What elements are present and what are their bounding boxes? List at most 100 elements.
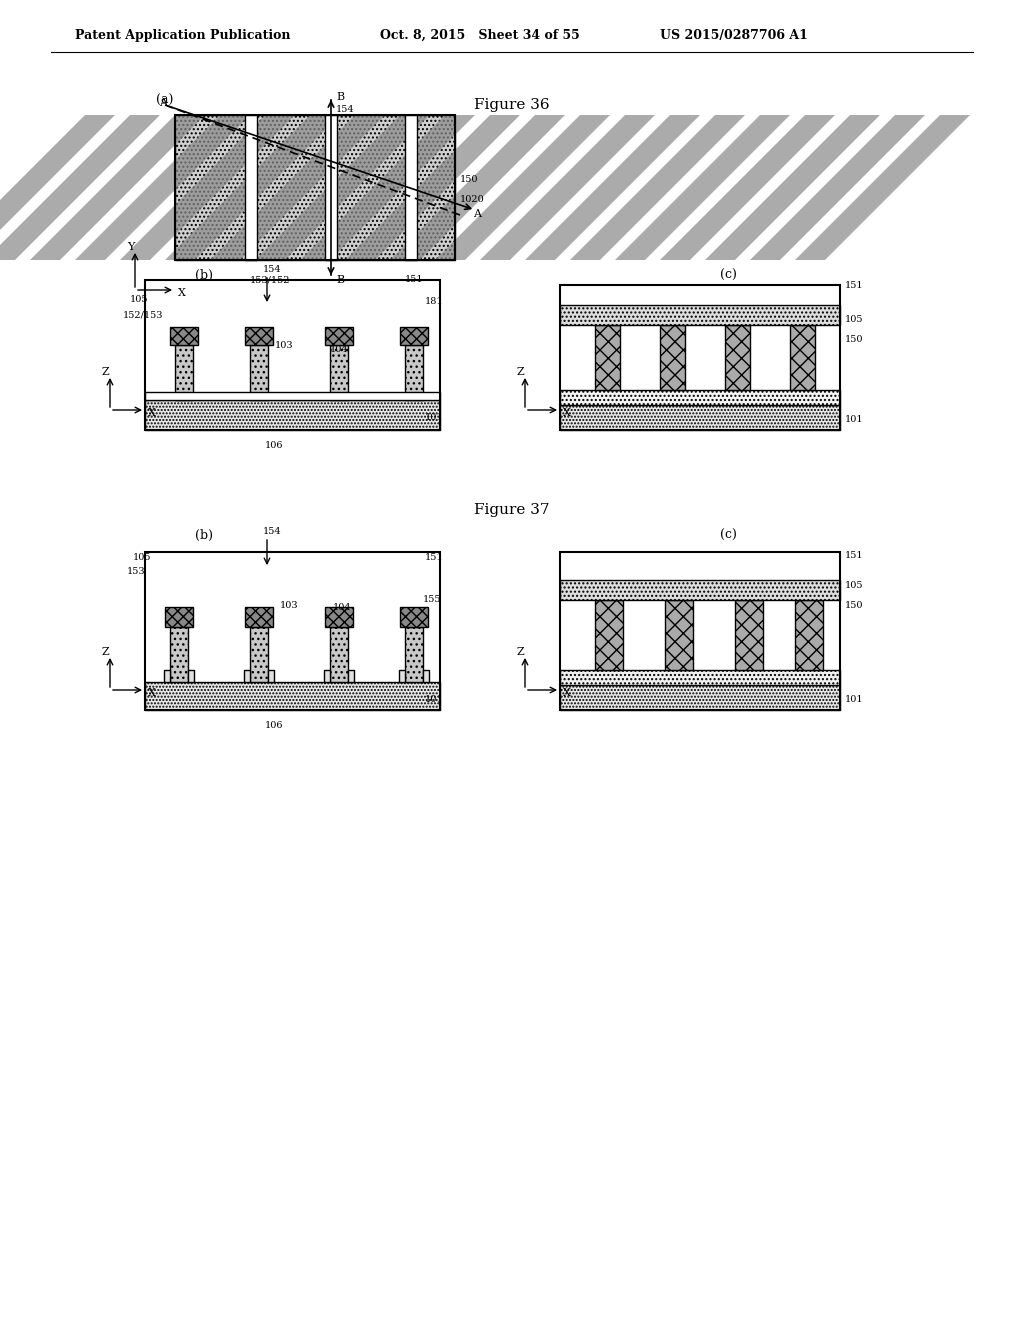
Text: (c): (c) [720,268,737,281]
Bar [245,607,273,627]
Bar [250,627,268,682]
Text: 101: 101 [425,413,443,422]
Bar [795,601,823,671]
Text: 104: 104 [330,346,348,355]
Polygon shape [570,115,745,260]
Text: US 2015/0287706 A1: US 2015/0287706 A1 [660,29,808,41]
Text: 150: 150 [845,335,863,345]
Text: 153/152: 153/152 [250,276,291,285]
Bar [145,280,440,430]
Text: 105: 105 [133,553,152,562]
Bar [400,327,428,345]
Polygon shape [705,115,880,260]
Bar [165,607,193,627]
Polygon shape [210,115,385,260]
Bar [423,671,429,682]
Polygon shape [255,115,430,260]
Bar [325,115,337,260]
Text: 105: 105 [845,581,863,590]
Bar [175,115,455,260]
Polygon shape [615,115,790,260]
Text: Z: Z [102,647,110,657]
Bar [725,325,750,389]
Text: 104: 104 [333,603,351,612]
Text: 154: 154 [336,106,354,115]
Bar [735,601,763,671]
Text: 105: 105 [845,315,863,325]
Text: Y: Y [127,242,134,252]
Polygon shape [120,115,295,260]
Text: 101: 101 [425,696,443,705]
Bar [188,671,194,682]
Text: Figure 36: Figure 36 [474,98,550,112]
Bar [145,392,440,400]
Bar [560,285,840,430]
Bar [325,607,353,627]
Bar [164,671,170,682]
Polygon shape [525,115,700,260]
Bar [145,552,440,710]
Bar [330,345,348,400]
Bar [560,405,840,430]
Bar [245,115,257,260]
Bar [175,345,193,400]
Text: 181: 181 [425,297,443,306]
Text: 153: 153 [127,568,145,577]
Bar [406,345,423,400]
Text: 154: 154 [263,528,282,536]
Text: (b): (b) [195,268,213,281]
Bar [244,671,250,682]
Bar [245,327,273,345]
Bar [268,671,274,682]
Bar [325,327,353,345]
Text: 151: 151 [425,553,443,562]
Polygon shape [480,115,655,260]
Bar [170,627,188,682]
Text: 103: 103 [280,601,299,610]
Text: 151: 151 [845,550,863,560]
Polygon shape [795,115,970,260]
Text: 150: 150 [460,176,478,185]
Text: 152/153: 152/153 [123,310,164,319]
Text: Oct. 8, 2015   Sheet 34 of 55: Oct. 8, 2015 Sheet 34 of 55 [380,29,580,41]
Text: 151: 151 [845,281,863,289]
Bar [560,389,840,405]
Text: 1020: 1020 [460,195,484,205]
Bar [399,671,406,682]
Text: 150: 150 [845,601,863,610]
Text: A: A [159,98,167,108]
Text: 151: 151 [406,276,424,285]
Text: Figure 37: Figure 37 [474,503,550,517]
Polygon shape [75,115,250,260]
Polygon shape [165,115,340,260]
Bar [400,607,428,627]
Text: 155: 155 [423,595,441,605]
Bar [560,579,840,601]
Bar [175,115,455,260]
Text: A: A [473,209,481,219]
Text: 103: 103 [275,341,294,350]
Polygon shape [345,115,520,260]
Text: X: X [563,408,570,418]
Bar [324,671,330,682]
Bar [406,115,417,260]
Bar [560,685,840,710]
Text: Patent Application Publication: Patent Application Publication [75,29,291,41]
Text: (c): (c) [720,528,737,541]
Text: 154: 154 [263,265,282,275]
Bar [170,327,198,345]
Text: X: X [148,688,156,698]
Bar [330,627,348,682]
Text: X: X [178,288,186,298]
Bar [595,601,623,671]
Polygon shape [30,115,205,260]
Bar [406,627,423,682]
Bar [595,325,620,389]
Text: 101: 101 [845,416,863,425]
Bar [560,552,840,710]
Bar [348,671,354,682]
Text: 106: 106 [265,441,284,450]
Polygon shape [660,115,835,260]
Bar [250,345,268,400]
Polygon shape [0,115,160,260]
